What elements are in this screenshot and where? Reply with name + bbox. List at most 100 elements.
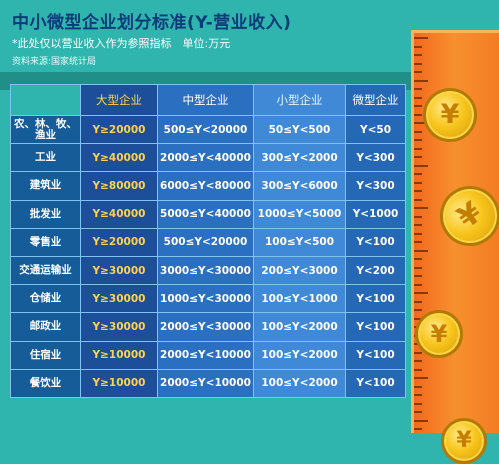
ruler-tick [414,377,428,379]
ruler-tick [414,258,422,260]
header-large: 大型企业 [80,84,158,116]
ruler-tick [414,309,422,311]
cell-medium: 3000≤Y<30000 [157,255,254,286]
table-row: 交通运输业 Y≥30000 3000≤Y<30000 200≤Y<3000 Y<200 [10,255,406,286]
ruler-tick [414,300,422,303]
cell-micro: Y<300 [345,171,406,201]
cell-small: 1000≤Y<5000 [253,199,346,229]
ruler-tick [414,190,422,192]
ruler-tick [414,360,422,362]
ruler-tick [414,122,428,124]
cell-large: Y≥30000 [80,312,158,342]
ruler-tick [414,241,422,243]
cell-small: 100≤Y<2000 [253,368,346,398]
header-medium: 中型企业 [157,84,254,116]
cell-large: Y≥30000 [80,284,158,314]
cell-medium: 500≤Y<20000 [157,227,254,257]
ruler-tick [414,88,422,90]
cell-micro: Y<100 [345,227,406,257]
row-category: 住宿业 [10,340,81,370]
ruler-tick [414,419,428,422]
cell-medium: 2000≤Y<10000 [157,368,254,398]
ruler-tick [414,317,422,320]
cell-large: Y≥20000 [80,114,158,145]
classification-table: 大型企业 中型企业 小型企业 微型企业 农、林、牧、 渔业 Y≥20000 500≤… [10,84,406,398]
cell-micro: Y<50 [345,114,406,145]
ruler-tick [414,156,422,158]
ruler-tick [414,79,428,82]
ruler-tick [414,215,422,218]
cell-small: 100≤Y<2000 [253,312,346,342]
cell-large: Y≥40000 [80,143,158,173]
ruler-tick [414,249,428,252]
table-row: 住宿业 Y≥10000 2000≤Y<10000 100≤Y<2000 Y<100 [10,340,406,370]
cell-large: Y≥40000 [80,199,158,229]
table-row: 批发业 Y≥40000 5000≤Y<40000 1000≤Y<5000 Y<1000 [10,199,406,229]
coin-icon: ¥ [415,310,463,358]
ruler-tick [414,71,422,73]
cell-large: Y≥20000 [80,227,158,257]
header-small: 小型企业 [253,84,346,116]
ruler-tick [414,173,422,175]
ruler-tick [414,351,422,354]
cell-medium: 5000≤Y<40000 [157,199,254,229]
ruler-tick [414,385,422,388]
ruler-tick [414,130,422,133]
table-header-row: 大型企业 中型企业 小型企业 微型企业 [10,84,406,116]
cell-medium: 6000≤Y<80000 [157,171,254,201]
ruler-tick [414,266,422,269]
cell-medium: 2000≤Y<10000 [157,340,254,370]
cell-small: 50≤Y<500 [253,114,346,145]
cell-small: 100≤Y<1000 [253,284,346,314]
ruler-tick [414,292,428,294]
ruler-tick [414,96,422,99]
ruler-tick [414,224,422,226]
table-row: 邮政业 Y≥30000 2000≤Y<30000 100≤Y<2000 Y<100 [10,312,406,342]
cell-small: 100≤Y<2000 [253,340,346,370]
cell-medium: 2000≤Y<40000 [157,143,254,173]
cell-micro: Y<200 [345,255,406,286]
cell-large: Y≥80000 [80,171,158,201]
ruler-tick [414,411,422,413]
row-category: 交通运输业 [10,255,81,286]
cell-micro: Y<100 [345,312,406,342]
table-row: 工业 Y≥40000 2000≤Y<40000 300≤Y<2000 Y<300 [10,143,406,173]
row-category: 邮政业 [10,312,81,342]
table-row: 餐饮业 Y≥10000 2000≤Y<10000 100≤Y<2000 Y<100 [10,368,406,398]
coin-icon: ¥ [423,88,477,142]
ruler-tick [414,198,422,201]
row-category: 农、林、牧、 渔业 [10,114,81,145]
ruler-tick [414,105,422,107]
ruler-tick [414,62,422,65]
ruler-tick [414,54,422,56]
ruler-tick [414,181,422,184]
source-note: 资料来源:国家统计局 [12,57,97,67]
unit-note: *此处仅以营业收入作为参照指标 单位:万元 [12,37,231,50]
ruler-tick [414,207,428,209]
table-row: 仓储业 Y≥30000 1000≤Y<30000 100≤Y<1000 Y<100 [10,284,406,314]
ruler-tick [414,283,422,286]
cell-small: 100≤Y<500 [253,227,346,257]
ruler-tick [414,275,422,277]
ruler-tick [414,147,422,150]
cell-large: Y≥10000 [80,340,158,370]
cell-small: 300≤Y<6000 [253,171,346,201]
cell-medium: 1000≤Y<30000 [157,284,254,314]
header-micro: 微型企业 [345,84,406,116]
cell-micro: Y<100 [345,368,406,398]
cell-micro: Y<100 [345,340,406,370]
row-category: 建筑业 [10,171,81,201]
coin-icon: ¥ [441,418,487,464]
row-category: 零售业 [10,227,81,257]
cell-micro: Y<1000 [345,199,406,229]
ruler-tick [414,368,422,371]
row-category: 餐饮业 [10,368,81,398]
cell-micro: Y<100 [345,284,406,314]
ruler-tick [414,394,422,396]
page-title: 中小微型企业划分标准(Y-营业收入) [12,13,292,33]
ruler-tick [414,232,422,235]
ruler-tick [414,164,428,167]
ruler-tick [414,113,422,116]
cell-medium: 500≤Y<20000 [157,114,254,145]
ruler-tick [414,402,422,405]
